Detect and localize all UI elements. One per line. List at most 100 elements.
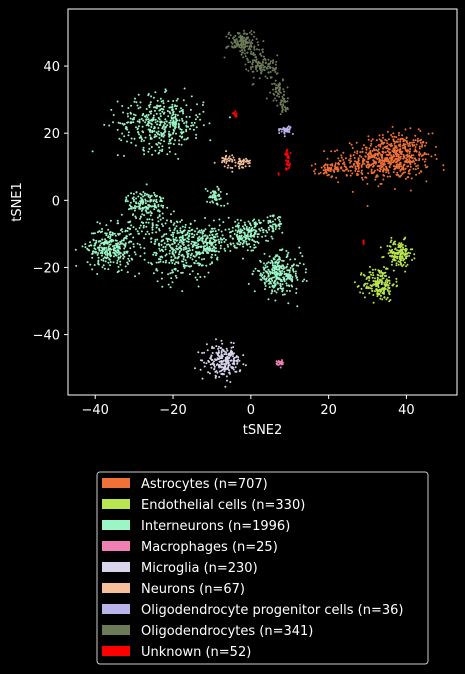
data-point — [389, 157, 392, 160]
data-point — [149, 195, 152, 198]
data-point — [286, 150, 288, 152]
data-point — [271, 225, 274, 228]
legend-box — [96, 471, 429, 665]
data-point — [147, 195, 150, 198]
data-point — [378, 134, 381, 137]
data-point — [366, 282, 369, 285]
data-point — [286, 152, 289, 155]
data-point — [223, 247, 226, 250]
data-point — [398, 255, 401, 258]
data-point — [119, 247, 121, 250]
data-point — [274, 273, 277, 276]
data-point — [342, 158, 345, 161]
data-point — [175, 239, 178, 242]
x-tick-label: 40 — [398, 403, 415, 418]
data-point — [178, 241, 181, 244]
data-point — [244, 238, 247, 241]
data-point — [174, 104, 176, 107]
data-point — [289, 267, 292, 269]
data-point — [366, 163, 369, 166]
data-point — [370, 155, 373, 157]
data-point — [101, 250, 104, 253]
data-point — [133, 116, 136, 119]
data-point — [287, 269, 290, 272]
data-point — [363, 159, 366, 161]
data-point — [365, 166, 368, 168]
data-point — [121, 105, 124, 107]
legend-label: Astrocytes (n=707) — [141, 477, 268, 492]
data-point — [129, 117, 132, 120]
data-point — [167, 273, 170, 276]
data-point — [374, 277, 376, 280]
data-point — [305, 268, 307, 271]
data-point — [388, 292, 390, 294]
data-point — [245, 33, 248, 36]
data-point — [202, 124, 205, 127]
data-point — [381, 150, 384, 153]
data-point — [349, 169, 352, 172]
data-point — [150, 118, 153, 121]
data-point — [271, 279, 274, 282]
data-point — [126, 121, 129, 124]
data-point — [409, 252, 412, 255]
data-point — [412, 154, 415, 157]
data-point — [246, 51, 249, 54]
data-point — [156, 269, 159, 272]
data-point — [163, 111, 166, 114]
data-point — [401, 243, 404, 246]
data-point — [367, 158, 370, 161]
data-point — [414, 139, 417, 142]
data-point — [275, 99, 278, 102]
data-point — [362, 273, 365, 276]
data-point — [144, 136, 147, 139]
data-point — [209, 239, 211, 242]
data-point — [372, 148, 375, 150]
data-point — [137, 107, 140, 110]
data-point — [168, 261, 171, 264]
data-point — [278, 277, 281, 280]
data-point — [371, 271, 374, 274]
data-point — [277, 268, 280, 271]
data-point — [269, 215, 272, 218]
data-point — [149, 210, 152, 213]
data-point — [157, 203, 160, 206]
data-point — [363, 162, 366, 165]
data-point — [377, 281, 380, 284]
data-point — [130, 224, 133, 227]
data-point — [172, 143, 175, 146]
data-point — [251, 229, 254, 232]
data-point — [379, 145, 382, 148]
data-point — [271, 284, 274, 287]
data-point — [143, 139, 145, 142]
data-point — [104, 240, 107, 243]
data-point — [206, 200, 209, 203]
data-point — [382, 147, 384, 150]
data-point — [423, 153, 426, 156]
data-point — [238, 158, 241, 160]
y-tick-label: 40 — [43, 60, 60, 75]
data-point — [265, 262, 268, 265]
data-point — [209, 356, 212, 359]
data-point — [344, 157, 347, 160]
data-point — [102, 259, 105, 262]
data-point — [367, 135, 370, 138]
data-point — [371, 268, 374, 271]
data-point — [348, 142, 351, 145]
data-point — [161, 271, 164, 274]
data-point — [294, 274, 297, 277]
data-point — [119, 122, 122, 125]
data-point — [232, 342, 235, 345]
data-point — [124, 265, 127, 268]
data-point — [167, 283, 170, 286]
data-point — [190, 121, 193, 124]
data-point — [157, 130, 160, 133]
data-point — [180, 248, 183, 251]
data-point — [226, 166, 229, 169]
data-point — [226, 202, 229, 205]
data-point — [182, 255, 185, 258]
data-point — [247, 69, 250, 72]
data-point — [163, 121, 166, 124]
data-point — [401, 250, 404, 253]
data-point — [377, 144, 380, 146]
data-point — [273, 280, 276, 283]
